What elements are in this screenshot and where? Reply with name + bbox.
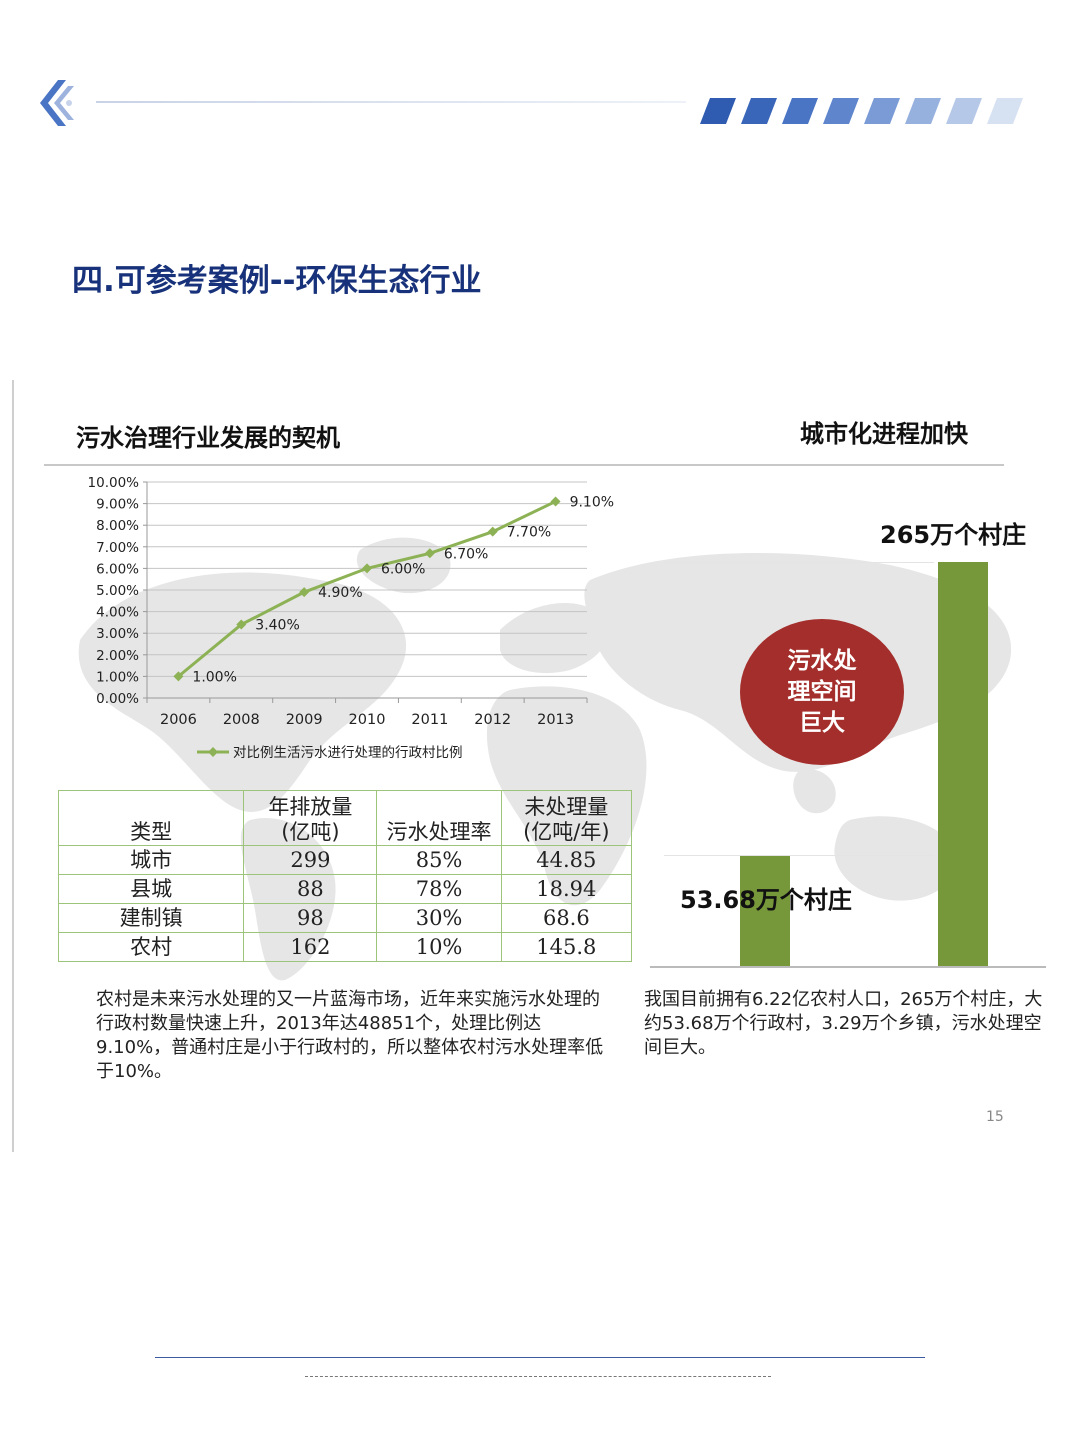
left-description: 农村是未来污水处理的又一片蓝海市场，近年来实施污水处理的行政村数量快速上升，20… <box>96 989 604 1082</box>
treatment-ratio-line-chart: 0.00% 1.00% 2.00% 3.00% 4.00% 5.00% 6.00% 7.00%… <box>88 475 615 761</box>
bar-baseline <box>650 966 1046 968</box>
data-point <box>173 671 184 682</box>
table-cell: 农村 <box>57 932 245 962</box>
page-title: 四.可参考案例--环保生态行业 <box>72 263 482 299</box>
header-stripe <box>823 98 859 124</box>
table-cell: 18.94 <box>500 874 633 904</box>
header-divider <box>96 101 686 103</box>
x-tick-label: 2010 <box>349 712 386 728</box>
chart-data-labels: 1.00% 3.40% 4.90% 6.00% 6.70% 7.70% 9.10% <box>192 494 614 685</box>
bar-gridline <box>664 562 934 563</box>
y-tick-label: 8.00% <box>96 518 139 534</box>
data-point <box>424 548 435 559</box>
header-stripe <box>741 98 777 124</box>
chart-legend: 对比例生活污水进行处理的行政村比例 <box>197 745 463 761</box>
section-title-rule <box>44 464 1004 466</box>
table-header-row: 类型 年排放量 (亿吨) 污水处理率 未处理量 (亿吨/年) <box>57 790 633 846</box>
x-tick-label: 2006 <box>160 712 197 728</box>
table-cell: 44.85 <box>500 845 633 875</box>
y-tick-label: 7.00% <box>96 540 139 556</box>
y-tick-label: 1.00% <box>96 669 139 685</box>
chart-y-axis: 0.00% 1.00% 2.00% 3.00% 4.00% 5.00% 6.00% 7.00%… <box>88 475 148 707</box>
bar-large-label: 265万个村庄 <box>880 521 1027 549</box>
x-tick-label: 2009 <box>286 712 323 728</box>
header-untreated-volume: 未处理量 (亿吨/年) <box>500 790 633 846</box>
header-stripe <box>905 98 941 124</box>
table-cell: 85% <box>376 845 502 875</box>
y-tick-label: 5.00% <box>96 583 139 599</box>
bar-small-label: 53.68万个村庄 <box>680 886 852 914</box>
chart-gridlines <box>147 481 587 699</box>
table-cell: 162 <box>243 932 378 962</box>
header-treatment-rate: 污水处理率 <box>376 790 502 846</box>
data-label: 3.40% <box>255 618 299 634</box>
table-row: 县城 88 78% 18.94 <box>57 874 633 904</box>
x-tick-label: 2008 <box>223 712 260 728</box>
back-chevron-icon[interactable] <box>36 78 80 128</box>
header-type: 类型 <box>57 790 245 846</box>
legend-swatch-marker <box>208 747 218 757</box>
table-cell: 城市 <box>57 845 245 875</box>
footer-dotted-rule <box>305 1376 771 1377</box>
data-point <box>299 587 310 598</box>
table-cell: 98 <box>243 903 378 933</box>
y-tick-label: 0.00% <box>96 691 139 707</box>
data-label: 7.70% <box>507 525 551 541</box>
table-cell: 县城 <box>57 874 245 904</box>
bar-administrative-villages <box>740 856 790 966</box>
series-line <box>177 500 557 678</box>
header-stripe <box>987 98 1023 124</box>
wastewater-table: 类型 年排放量 (亿吨) 污水处理率 未处理量 (亿吨/年) 城市 299 85% … <box>57 790 633 962</box>
table-cell: 68.6 <box>500 903 633 933</box>
legend-label: 对比例生活污水进行处理的行政村比例 <box>233 745 463 761</box>
x-tick-label: 2013 <box>537 712 574 728</box>
x-tick-label: 2011 <box>411 712 448 728</box>
header-stripe <box>946 98 982 124</box>
page-number: 15 <box>986 1109 1004 1125</box>
y-tick-label: 2.00% <box>96 648 139 664</box>
y-tick-label: 9.00% <box>96 497 139 513</box>
side-divider <box>12 380 14 1152</box>
bar-gridline <box>664 855 934 856</box>
data-label: 1.00% <box>192 669 236 685</box>
table-row: 农村 162 10% 145.8 <box>57 932 633 962</box>
y-tick-label: 6.00% <box>96 561 139 577</box>
data-label: 6.00% <box>381 561 425 577</box>
table-row: 城市 299 85% 44.85 <box>57 845 633 875</box>
y-tick-label: 3.00% <box>96 626 139 642</box>
table-cell: 299 <box>243 845 378 875</box>
bar-total-villages <box>938 562 988 966</box>
header-annual-discharge: 年排放量 (亿吨) <box>243 790 378 846</box>
table-cell: 30% <box>376 903 502 933</box>
table-cell: 145.8 <box>500 932 633 962</box>
data-point <box>362 563 372 574</box>
data-label: 4.90% <box>318 585 362 601</box>
table-cell: 建制镇 <box>57 903 245 933</box>
data-point <box>487 526 498 537</box>
table-cell: 78% <box>376 874 502 904</box>
chart-series <box>173 496 561 682</box>
header-stripes-decoration <box>700 98 1023 124</box>
data-point <box>550 496 561 507</box>
header-stripe <box>782 98 818 124</box>
data-label: 6.70% <box>444 546 488 562</box>
chart-section-title: 污水治理行业发展的契机 <box>76 424 340 452</box>
highlight-bubble: 污水处理空间巨大 <box>740 619 904 765</box>
data-point <box>236 619 247 630</box>
header-stripe <box>700 98 736 124</box>
chart-x-axis: 2006 2008 2009 2010 2011 2012 2013 <box>146 698 588 728</box>
footer-rule <box>155 1357 925 1358</box>
data-label: 9.10% <box>570 494 614 510</box>
bubble-text: 污水处理空间巨大 <box>787 647 857 736</box>
table-cell: 88 <box>243 874 378 904</box>
header-stripe <box>864 98 900 124</box>
y-tick-label: 10.00% <box>88 475 140 491</box>
table-row: 建制镇 98 30% 68.6 <box>57 903 633 933</box>
urbanization-section-title: 城市化进程加快 <box>800 420 968 448</box>
x-tick-label: 2012 <box>474 712 511 728</box>
y-tick-label: 4.00% <box>96 605 139 621</box>
table-cell: 10% <box>376 932 502 962</box>
right-description: 我国目前拥有6.22亿农村人口，265万个村庄，大约53.68万个行政村，3.2… <box>644 989 1043 1058</box>
